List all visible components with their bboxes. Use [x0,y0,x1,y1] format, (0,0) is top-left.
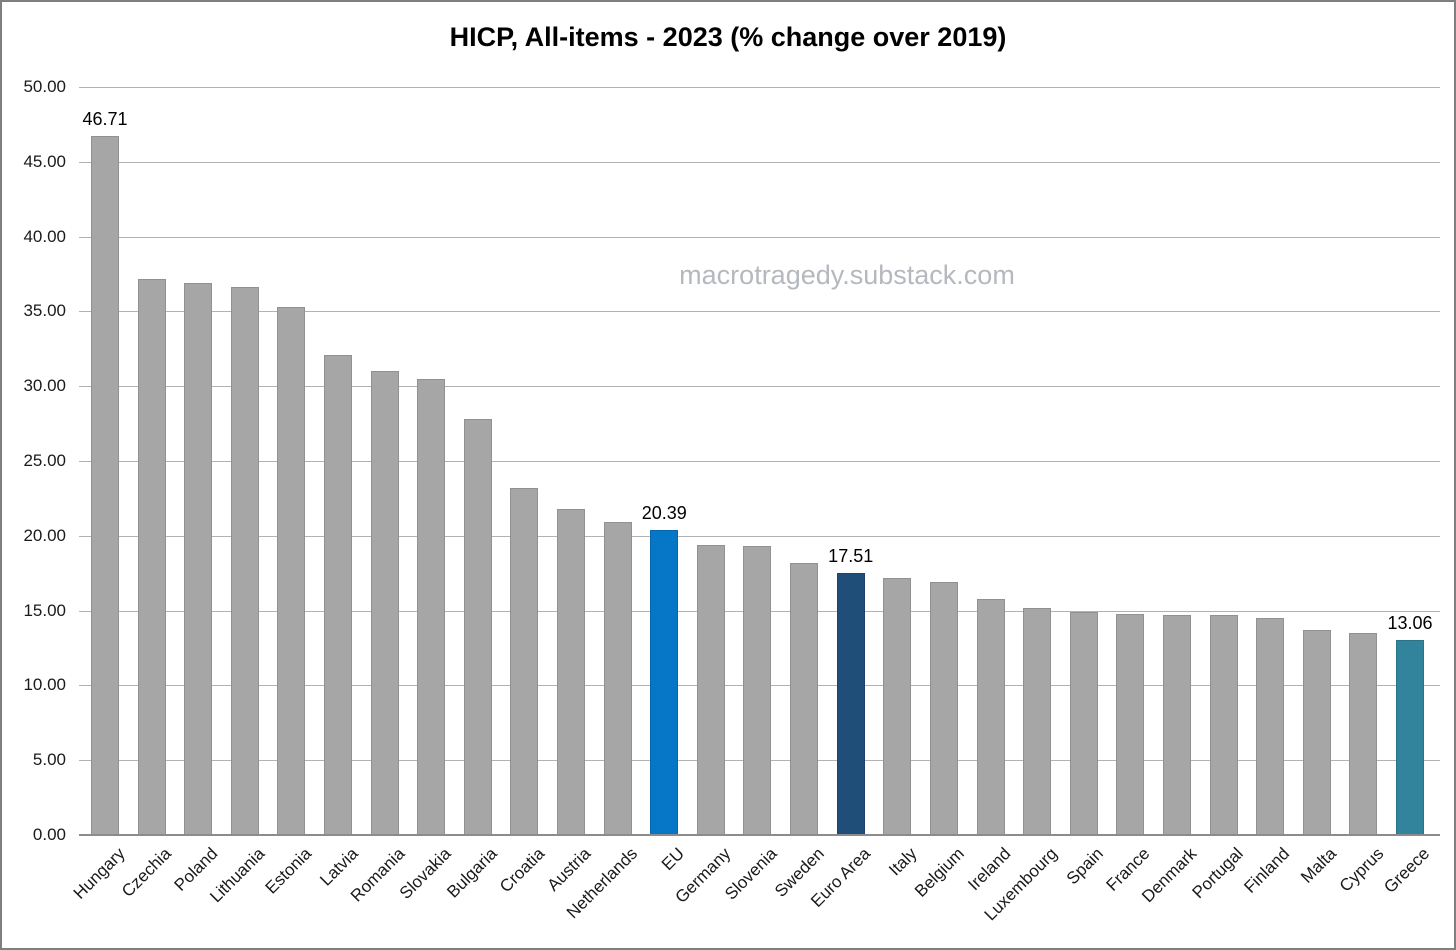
gridline [79,87,1440,88]
gridline [79,461,1440,462]
x-axis-label-spain: Spain [1062,844,1108,889]
bar-cyprus [1349,633,1378,835]
gridline [79,311,1440,313]
x-axis-label-hungary: Hungary [69,844,129,903]
bar-romania [370,371,399,835]
x-axis-label-portugal: Portugal [1188,844,1247,903]
bar-ireland [976,598,1005,835]
bar-eu [650,529,679,835]
gridline [79,386,1440,388]
x-axis-label-bulgaria: Bulgaria [443,844,502,902]
x-axis-label-finland: Finland [1240,844,1294,897]
bar-spain [1069,612,1098,835]
x-axis-label-estonia: Estonia [261,844,315,898]
y-axis-tick-label: 15.00 [23,600,66,620]
data-label-euro-area: 17.51 [828,546,874,567]
x-axis-label-croatia: Croatia [495,844,548,897]
bar-euro-area [836,573,865,835]
y-axis-tick-label: 35.00 [23,301,66,321]
bar-sweden [790,562,819,835]
x-axis-line [79,834,1440,836]
gridline [79,236,1440,238]
y-axis-tick-label: 45.00 [23,151,66,171]
bar-portugal [1209,615,1238,835]
bar-czechia [137,278,166,835]
chart-title: HICP, All-items - 2023 (% change over 20… [449,22,1007,52]
y-axis-tick-label: 40.00 [23,226,66,246]
x-axis-label-malta: Malta [1297,844,1341,887]
bar-austria [557,508,586,835]
bar-belgium [929,582,958,835]
bar-malta [1302,630,1331,835]
x-axis-label-cyprus: Cyprus [1335,844,1387,896]
bar-slovakia [417,378,446,835]
x-axis-label-belgium: Belgium [910,844,968,901]
bar-denmark [1162,615,1191,835]
bar-finland [1256,618,1285,835]
y-axis-tick-label: 20.00 [23,525,66,545]
x-axis-label-eu: EU [657,844,688,875]
bar-croatia [510,487,539,835]
y-axis-tick-label: 5.00 [32,750,66,770]
bar-greece [1395,639,1424,835]
x-axis-label-italy: Italy [885,844,921,880]
bar-estonia [277,306,306,835]
bar-italy [883,577,912,835]
bar-france [1116,613,1145,835]
y-axis-tick-label: 10.00 [23,675,66,695]
gridline [79,535,1440,537]
bar-hungary [91,136,119,835]
y-axis-tick-label: 0.00 [32,825,66,844]
data-label-hungary: 46.71 [82,109,128,130]
bar-netherlands [603,522,632,835]
bar-bulgaria [463,419,492,835]
y-axis-tick-label: 30.00 [23,376,66,396]
x-axis-label-greece: Greece [1380,844,1434,897]
bar-poland [184,282,213,835]
bar-germany [696,544,725,835]
gridline [79,161,1440,163]
bar-latvia [324,354,353,835]
bar-luxembourg [1023,607,1052,835]
watermark-text: macrotragedy.substack.com [679,260,1015,290]
x-axis-label-czechia: Czechia [118,844,176,901]
y-axis-tick-label: 50.00 [23,77,66,96]
bar-slovenia [743,546,772,835]
data-label-greece: 13.06 [1387,612,1433,633]
plot-area [79,87,1440,836]
data-label-eu: 20.39 [641,502,687,523]
y-axis-tick-label: 25.00 [23,451,66,470]
bar-lithuania [230,287,259,835]
